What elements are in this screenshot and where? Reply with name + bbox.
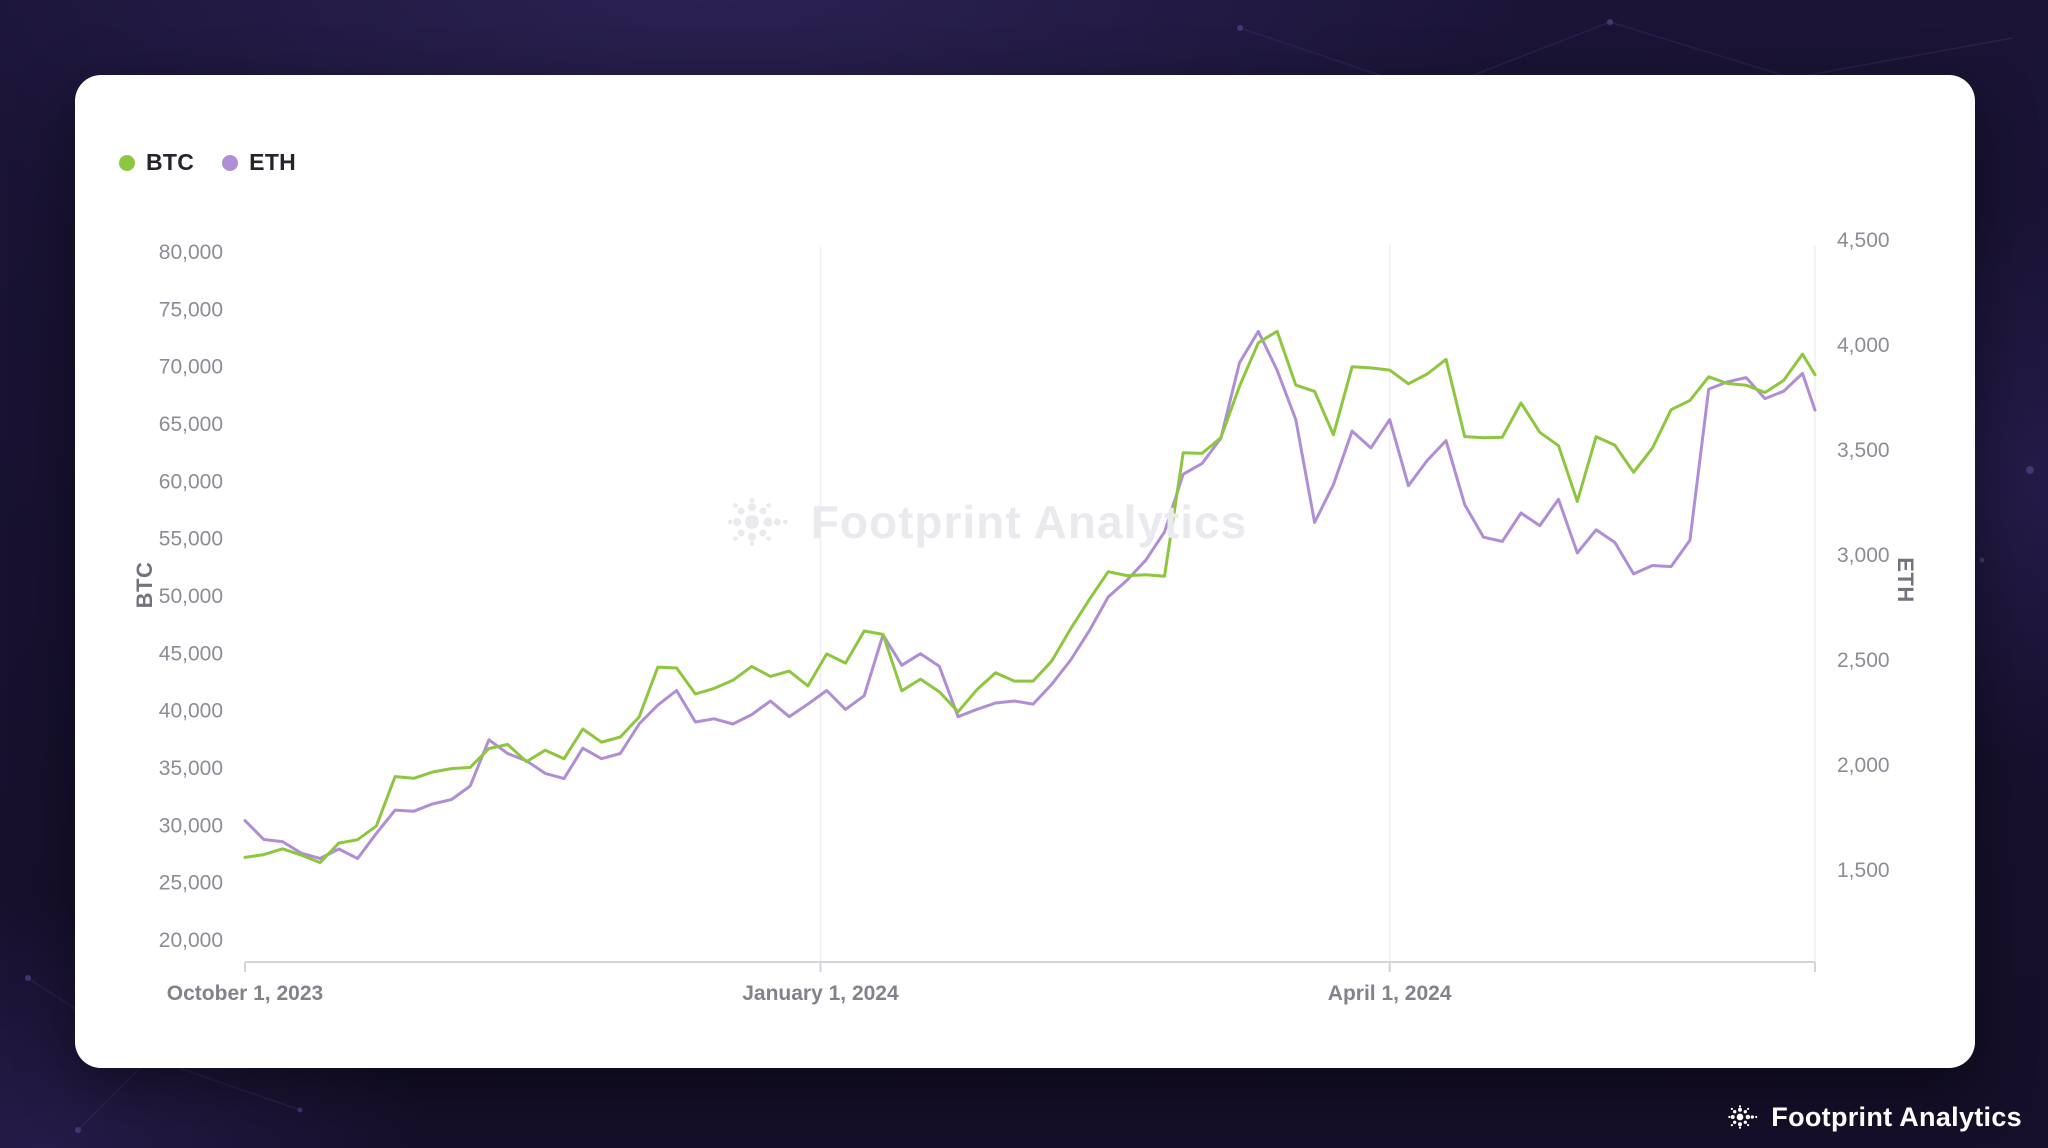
x-axis-tick-label: April 1, 2024 bbox=[1328, 982, 1452, 1005]
eth-axis-tick-label: 2,500 bbox=[1837, 649, 1890, 672]
btc-legend-label: BTC bbox=[146, 149, 195, 175]
btc-axis-tick-label: 45,000 bbox=[159, 642, 223, 665]
btc-axis-tick-label: 35,000 bbox=[159, 757, 223, 780]
price-chart[interactable]: 20,000 25,000 30,000 35,000 40,000 45,000 50,0… bbox=[75, 75, 1975, 1068]
x-axis-tick-label: October 1, 2023 bbox=[167, 982, 323, 1005]
btc-axis-tick-label: 65,000 bbox=[159, 413, 223, 436]
btc-axis-tick-label: 60,000 bbox=[159, 470, 223, 493]
eth-legend-label: ETH bbox=[249, 149, 297, 175]
legend-item-eth[interactable]: ETH bbox=[222, 149, 296, 176]
btc-axis-tick-label: 30,000 bbox=[159, 814, 223, 837]
right-axis-title: ETH bbox=[1893, 557, 1918, 603]
brand-footer-text: Footprint Analytics bbox=[1771, 1101, 2022, 1132]
series-line-btc bbox=[243, 329, 1817, 865]
eth-axis-tick-label: 3,500 bbox=[1837, 439, 1890, 462]
legend-item-btc[interactable]: BTC bbox=[119, 149, 194, 176]
chart-legend: BTC ETH bbox=[119, 149, 296, 176]
eth-axis-tick-label: 4,000 bbox=[1837, 334, 1890, 357]
eth-legend-dot-icon bbox=[222, 154, 239, 171]
btc-axis-tick-label: 80,000 bbox=[159, 241, 223, 264]
eth-axis-tick-label: 4,500 bbox=[1837, 229, 1890, 252]
btc-axis-tick-label: 55,000 bbox=[159, 528, 223, 551]
btc-axis-tick-label: 40,000 bbox=[159, 700, 223, 723]
btc-axis-tick-label: 50,000 bbox=[159, 585, 223, 608]
btc-axis-tick-label: 25,000 bbox=[159, 872, 223, 895]
footprint-logo-icon bbox=[1728, 1105, 1758, 1129]
btc-axis-tick-label: 75,000 bbox=[159, 298, 223, 321]
left-axis-title: BTC bbox=[132, 561, 157, 609]
series-line-eth bbox=[243, 329, 1817, 860]
x-axis-tick-label: January 1, 2024 bbox=[742, 982, 899, 1005]
eth-axis-tick-label: 1,500 bbox=[1837, 859, 1890, 882]
chart-card: BTC ETH BTC ETH Footprint Analytics 20,0… bbox=[75, 75, 1975, 1068]
btc-legend-dot-icon bbox=[119, 154, 135, 171]
btc-axis-tick-label: 20,000 bbox=[159, 929, 223, 952]
brand-footer: Footprint Analytics bbox=[1721, 1098, 2022, 1136]
btc-axis-tick-label: 70,000 bbox=[159, 356, 223, 379]
eth-axis-tick-label: 3,000 bbox=[1837, 544, 1890, 567]
eth-axis-tick-label: 2,000 bbox=[1837, 754, 1890, 777]
